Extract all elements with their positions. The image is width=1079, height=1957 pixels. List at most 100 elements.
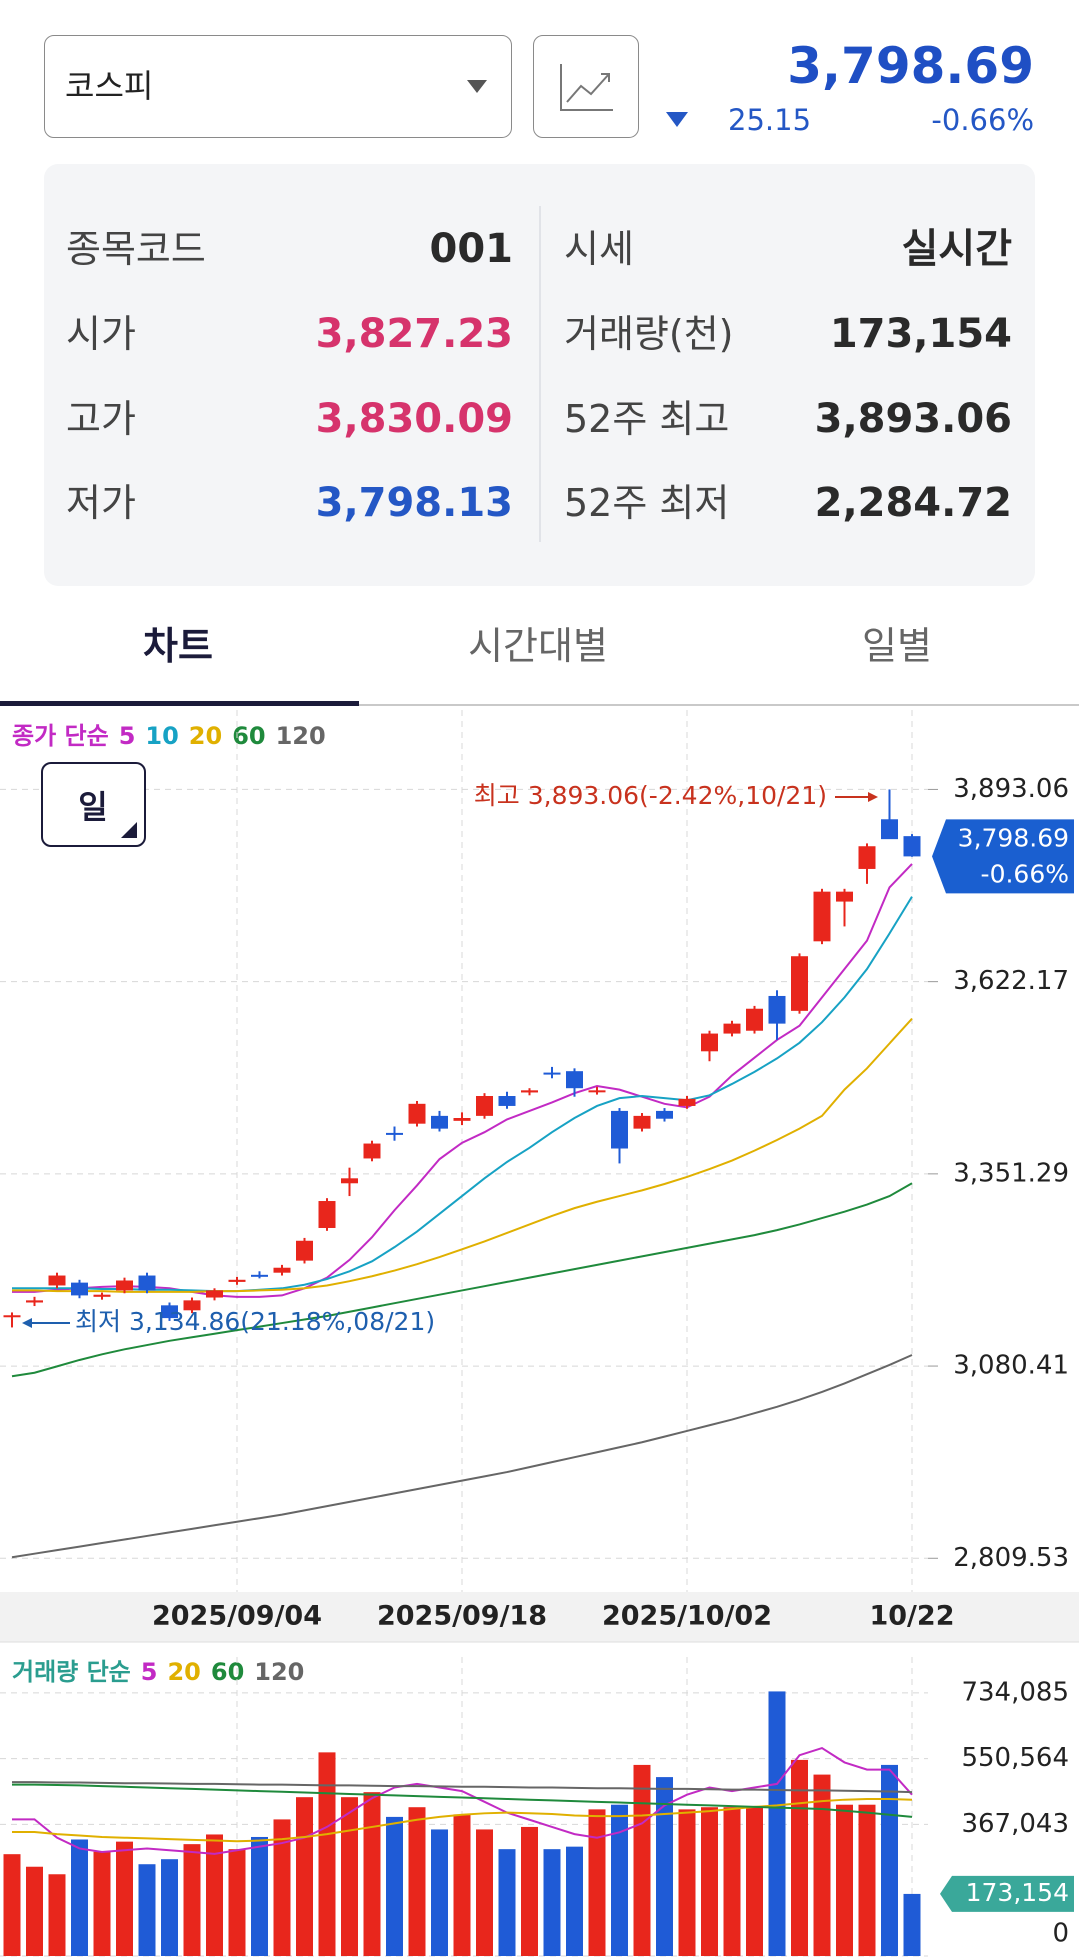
ma-line [12,1017,913,1293]
info-value: 2,284.72 [814,480,1012,526]
candle-body [93,1294,111,1297]
candle-body [476,1096,493,1116]
legend-entry: 60 [232,722,265,750]
info-label: 52주 최고 [564,397,730,441]
volume-bar [206,1834,223,1956]
axis-band [0,1592,1079,1642]
info-label: 거래량(천) [564,312,734,356]
candle-body [656,1110,673,1119]
x-tick-label: 2025/09/18 [377,1601,547,1632]
volume-bar [386,1816,403,1956]
candle-body [206,1290,223,1298]
volume-bar [273,1819,291,1956]
ma-line [12,896,913,1293]
legend-entry: 20 [167,1658,200,1686]
volume-bar [723,1807,741,1956]
chart-button[interactable] [533,35,639,138]
legend-title: 종가 단순 [12,722,109,750]
volume-bar [678,1809,696,1956]
info-panel: 종목코드 001 시가 3,827.23 고가 3,830.09 저가 3,79… [44,164,1035,586]
candle-body [116,1280,133,1291]
volume-bar [453,1814,471,1956]
candle-body [273,1267,291,1273]
volume-bar [48,1874,66,1956]
volume-bar [746,1807,763,1956]
volume-bar [836,1804,853,1956]
tab[interactable]: 시간대별 [468,624,608,668]
volume-bar [858,1804,876,1956]
x-tick-label: 2025/10/02 [602,1601,772,1632]
volume-bar [251,1836,268,1956]
y-tick-label: 734,085 [961,1677,1069,1707]
volume-bar [341,1797,358,1956]
low-annotation: 최저 3,134.86(21.18%,08/21) [75,1307,435,1336]
candle-body [566,1071,583,1089]
info-value: 001 [429,226,514,272]
current-volume-label: 173,154 [966,1878,1069,1907]
candle-body [318,1201,336,1228]
candle-body [71,1282,88,1296]
high-annotation: 최고 3,893.06(-2.42%,10/21) [474,781,827,810]
market-select[interactable]: 코스피 [44,35,512,138]
info-value: 3,827.23 [315,311,513,357]
tab[interactable]: 차트 [143,624,213,668]
candle-body [813,891,831,942]
down-arrow [666,112,688,127]
volume-bar [116,1841,133,1956]
y-tick-label: 3,893.06 [953,774,1069,804]
candle-body [363,1143,381,1159]
volume-bar [701,1807,718,1956]
ma-line [12,1783,913,1818]
volume-bar [881,1764,898,1956]
ma-line [11,1182,913,1378]
candle-body [161,1305,178,1319]
period-button[interactable]: 일 [41,762,146,847]
current-price-label: 3,798.69 [958,823,1069,852]
candle-body [453,1118,471,1121]
corner-mark [121,822,137,838]
info-value: 실시간 [901,226,1012,272]
tab-border [0,704,1079,706]
y-tick-label: 550,564 [961,1743,1069,1773]
candle-body [903,836,921,857]
candle-body [633,1115,651,1129]
info-label: 52주 최저 [564,481,730,525]
volume-bar [903,1893,921,1956]
volume-bar [296,1797,313,1956]
volume-bar [3,1854,21,1956]
y-tick-label: 3,080.41 [953,1351,1069,1381]
candle-body [251,1274,268,1277]
ma-line [12,1781,913,1794]
volume-bar [318,1752,336,1956]
volume-bar [228,1849,246,1956]
candle-body [3,1315,21,1318]
volume-bar [656,1777,673,1956]
y-tick-label: 2,809.53 [953,1543,1069,1573]
volume-bar [521,1826,538,1956]
volume-bar [183,1844,201,1956]
info-value: 3,798.13 [315,480,513,526]
volume-bar [476,1829,493,1956]
tab[interactable]: 일별 [862,624,932,668]
ma-line [12,1746,913,1855]
volume-bar [633,1764,651,1956]
price-change-pct: -0.66% [931,103,1034,137]
y-tick-label: 3,351.29 [953,1158,1069,1188]
candle-body [746,1008,763,1031]
dropdown-icon [467,80,487,93]
market-name: 코스피 [65,67,154,105]
volume-bar [768,1691,786,1956]
info-value: 3,830.09 [315,396,513,442]
candle-body [521,1090,538,1093]
volume-bar [566,1846,583,1956]
annotation-arrowhead [22,1318,32,1328]
current-price: 3,798.69 [787,37,1034,95]
info-label: 종목코드 [66,227,206,271]
current-change-label: -0.66% [981,859,1069,888]
candle-body [26,1300,43,1303]
volume-bar [431,1829,448,1956]
candle-body [296,1240,313,1261]
candle-body [183,1300,201,1311]
